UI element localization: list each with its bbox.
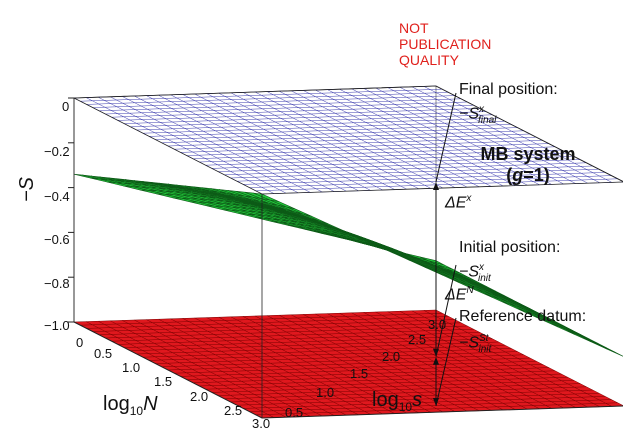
not-publication-quality-warning: NOT PUBLICATION QUALITY <box>399 20 491 68</box>
final-grid-line <box>279 90 468 188</box>
final-grid-line <box>254 91 444 189</box>
annotation-arrows <box>433 92 457 407</box>
z-tick-label: −0.6 <box>44 232 70 247</box>
final-position-label: Final position: <box>459 81 558 98</box>
delta-en-arrow-head <box>433 356 439 365</box>
s-tick-label: 2.0 <box>382 349 401 364</box>
reference-datum-surface <box>73 309 623 419</box>
final-grid-line <box>411 86 600 184</box>
reference-datum-label: Reference datum: <box>459 308 587 325</box>
delta-en-label: ΔEN <box>445 285 474 304</box>
s-tick-label: 2.5 <box>408 332 427 347</box>
final-grid-line <box>236 168 599 182</box>
final-position-surface <box>73 85 623 195</box>
reference-grid-line <box>435 309 623 406</box>
reference-grid-line <box>423 310 613 407</box>
reference-grid-line <box>249 399 612 412</box>
s-axis-label: log10s <box>372 389 423 414</box>
axis-lines <box>68 97 623 419</box>
system-param: (g=1) <box>506 165 550 185</box>
initial-position-label: Initial position: <box>459 239 561 256</box>
initial-position-symbol: −Sxinit <box>459 262 491 284</box>
reference-datum-symbol: −SStinit <box>459 333 492 355</box>
z-tick-label: −0.8 <box>44 276 70 291</box>
z-tick-label: 0 <box>62 99 70 114</box>
n-tick-label: 0.5 <box>94 346 113 361</box>
warning-line: NOT <box>399 20 429 36</box>
n-tick-label: 3.0 <box>252 416 271 431</box>
final-grid-line <box>249 175 612 188</box>
warning-line: PUBLICATION <box>399 36 492 52</box>
initial-leader <box>435 264 457 357</box>
z-tick-label: −0.4 <box>44 189 70 204</box>
n-tick-label: 1.5 <box>154 374 173 389</box>
reference-grid-line <box>399 310 588 408</box>
final-grid-line <box>423 86 613 183</box>
system-title: MB system (g=1) <box>453 144 603 186</box>
reference-grid-line <box>375 311 564 409</box>
final-plane-outline <box>73 85 623 195</box>
warning-line: QUALITY <box>399 52 459 68</box>
reference-grid-line <box>243 396 606 409</box>
n-tick-label: 0 <box>76 335 84 350</box>
s-tick-label: 1.5 <box>350 366 369 381</box>
reference-grid-line <box>255 402 618 416</box>
final-grid-line <box>243 172 606 185</box>
s-tick-label: 1.0 <box>316 385 335 400</box>
s-tick-label: 0.5 <box>285 405 304 420</box>
final-grid-line <box>266 91 456 188</box>
reference-leader <box>435 317 457 407</box>
n-axis-label: log10N <box>103 393 158 418</box>
reference-grid-line <box>411 310 600 408</box>
final-position-symbol: −Sxfinal <box>459 104 497 126</box>
final-grid-line <box>291 90 480 188</box>
reference-grid-line <box>387 311 576 408</box>
base-edge <box>73 321 623 419</box>
final-grid-line <box>387 87 576 184</box>
n-tick-label: 1.0 <box>122 360 141 375</box>
s-tick-label: 3.0 <box>428 317 447 332</box>
z-axis-label: −S <box>16 176 38 202</box>
final-leader <box>435 92 457 183</box>
n-tick-label: 2.5 <box>224 403 243 418</box>
initial-surface-cell <box>253 192 279 202</box>
delta-ex-arrow-head <box>433 182 439 190</box>
box-walls <box>73 85 623 322</box>
z-tick-label: −1.0 <box>44 318 70 333</box>
box-edge <box>73 85 623 322</box>
final-grid-line <box>375 87 564 185</box>
reference-grid-line <box>236 392 599 406</box>
delta-ex-label: ΔEx <box>445 193 472 212</box>
final-grid-line <box>399 86 588 184</box>
z-tick-label: −0.2 <box>44 144 70 159</box>
n-tick-label: 2.0 <box>190 389 209 404</box>
